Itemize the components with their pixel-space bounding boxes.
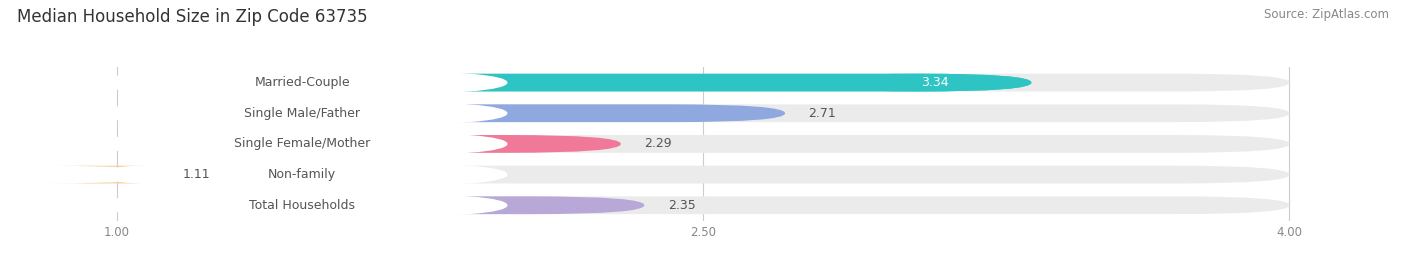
FancyBboxPatch shape (117, 135, 1289, 153)
Text: Source: ZipAtlas.com: Source: ZipAtlas.com (1264, 8, 1389, 21)
Text: 2.35: 2.35 (668, 199, 696, 212)
FancyBboxPatch shape (97, 71, 508, 94)
Text: Median Household Size in Zip Code 63735: Median Household Size in Zip Code 63735 (17, 8, 367, 26)
Text: 3.34: 3.34 (921, 76, 949, 89)
FancyBboxPatch shape (117, 196, 644, 214)
Text: 2.71: 2.71 (808, 107, 837, 120)
FancyBboxPatch shape (117, 104, 1289, 122)
FancyBboxPatch shape (97, 101, 508, 125)
FancyBboxPatch shape (97, 132, 508, 156)
Text: 2.29: 2.29 (644, 137, 672, 150)
FancyBboxPatch shape (117, 74, 1032, 91)
FancyBboxPatch shape (117, 166, 1289, 183)
Text: Married-Couple: Married-Couple (254, 76, 350, 89)
Text: Total Households: Total Households (249, 199, 356, 212)
Text: Non-family: Non-family (269, 168, 336, 181)
FancyBboxPatch shape (97, 163, 508, 186)
FancyBboxPatch shape (807, 74, 1032, 91)
FancyBboxPatch shape (117, 196, 1289, 214)
FancyBboxPatch shape (117, 135, 621, 153)
Text: Single Male/Father: Single Male/Father (245, 107, 360, 120)
FancyBboxPatch shape (117, 104, 785, 122)
FancyBboxPatch shape (97, 193, 508, 217)
Text: Single Female/Mother: Single Female/Mother (235, 137, 370, 150)
Text: 1.11: 1.11 (183, 168, 211, 181)
FancyBboxPatch shape (117, 74, 1289, 91)
FancyBboxPatch shape (46, 166, 231, 183)
